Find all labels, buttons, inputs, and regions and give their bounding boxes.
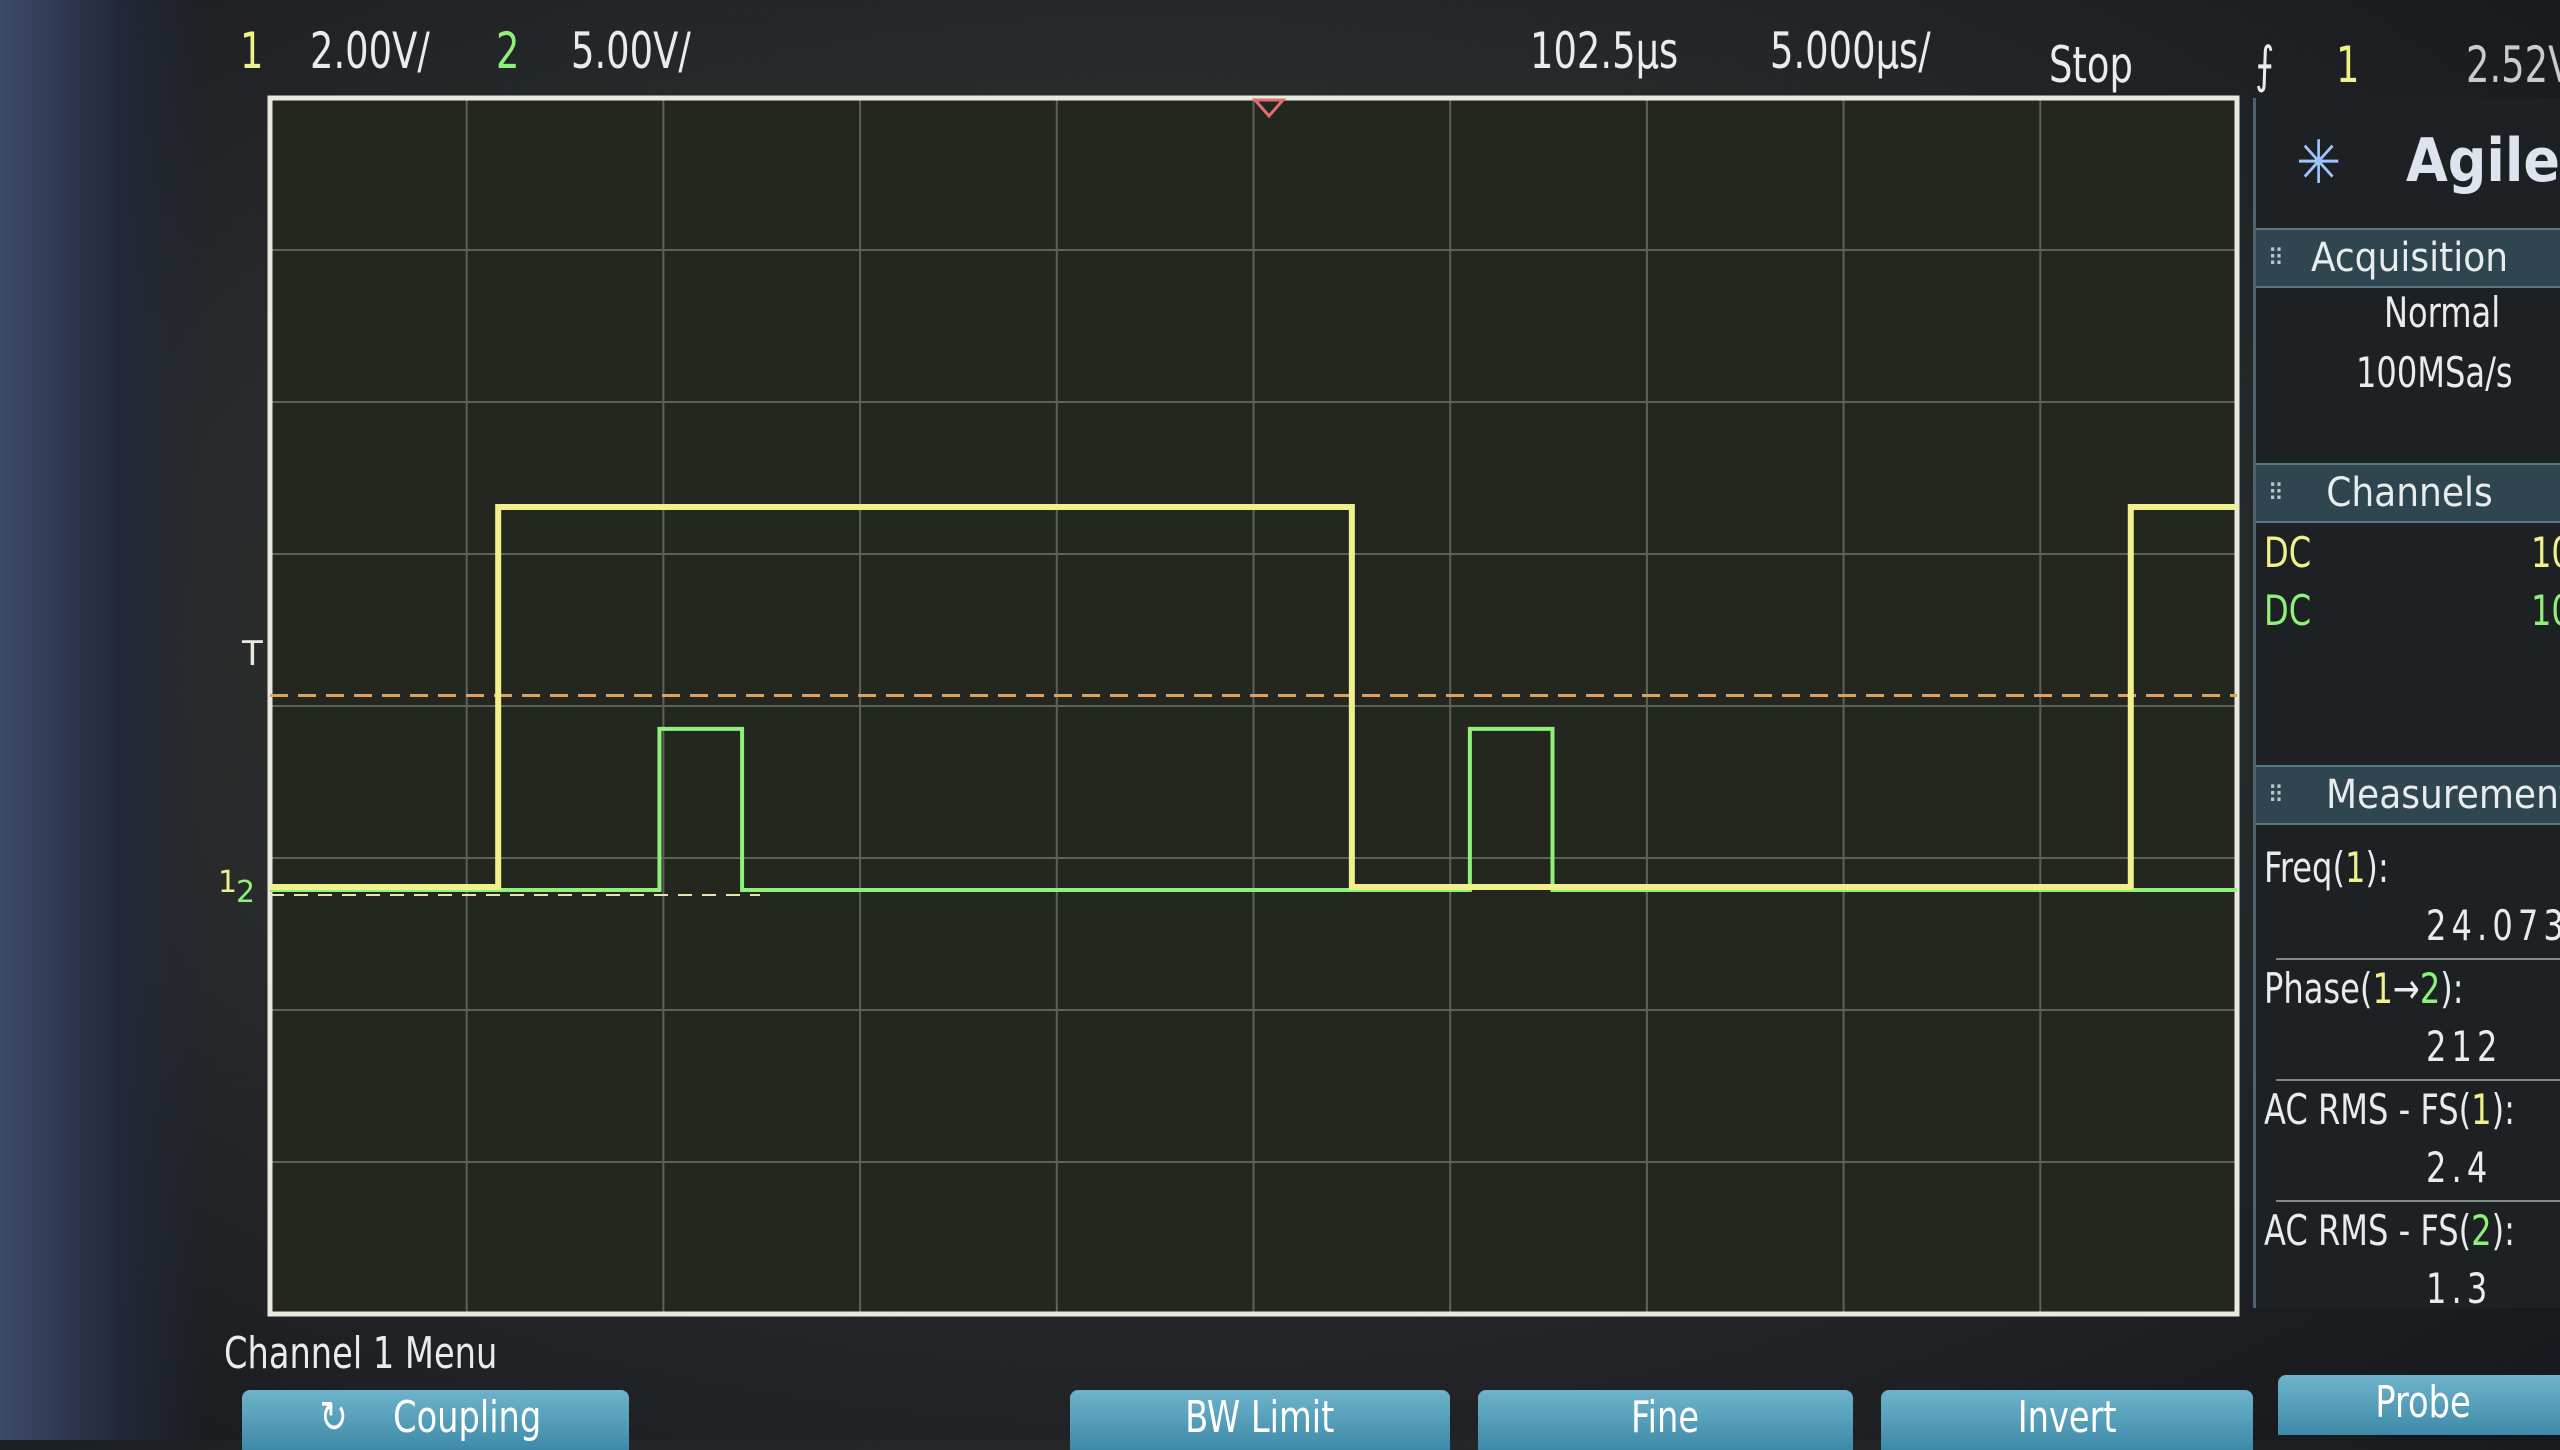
fine-label: Fine: [1631, 1392, 1700, 1443]
trigger-source[interactable]: 1: [2336, 36, 2360, 94]
measurement-value: 1.3: [2426, 1264, 2493, 1313]
channels-header[interactable]: ⠿ Channels: [2256, 463, 2560, 523]
measurement-divider: [2276, 1079, 2560, 1081]
run-state[interactable]: Stop: [2049, 36, 2133, 94]
trigger-level[interactable]: 2.52V: [2466, 36, 2560, 94]
ch2-coupling: DC: [2264, 586, 2312, 635]
time-scale[interactable]: 5.000µs/: [1770, 22, 1931, 80]
measurement-src1: 1: [2471, 1085, 2492, 1134]
coupling-button[interactable]: ↻ Coupling: [242, 1390, 629, 1450]
brand-logo: Agilent: [2406, 126, 2560, 196]
measurement-value: 212: [2426, 1022, 2503, 1071]
measurement-label: AC RMS - FS(1):: [2264, 1085, 2515, 1134]
measurement-divider: [2276, 958, 2560, 960]
channels-title: Channels: [2326, 470, 2493, 516]
measurement-value: 2.4: [2426, 1143, 2493, 1192]
bw-limit-button[interactable]: BW Limit: [1070, 1390, 1450, 1450]
acquisition-header[interactable]: ⠿ Acquisition: [2256, 228, 2560, 288]
acquisition-mode: Normal: [2384, 288, 2501, 337]
trigger-position-marker: [1251, 98, 1287, 119]
invert-button[interactable]: Invert: [1881, 1390, 2253, 1450]
probe-button[interactable]: Probe: [2278, 1375, 2560, 1435]
measurement-label: Freq(1):: [2264, 843, 2389, 892]
fine-button[interactable]: Fine: [1478, 1390, 1853, 1450]
agilent-spark-icon: ✳: [2296, 128, 2342, 198]
scope-bezel: [0, 0, 200, 1440]
side-panel: ✳ Agilent ⠿ Acquisition Normal 100MSa/s ⠿…: [2253, 98, 2560, 1313]
measurement-value: 24.073: [2426, 901, 2560, 950]
measurement-header[interactable]: ⠿ Measurement: [2256, 765, 2560, 825]
ch2-ground-marker[interactable]: 2: [236, 875, 255, 910]
measurement-title: Measurement: [2326, 772, 2560, 818]
ch1-ground-marker[interactable]: 1: [218, 865, 237, 900]
coupling-label: Coupling: [392, 1392, 542, 1443]
measurement-label: AC RMS - FS(2):: [2264, 1206, 2515, 1255]
measurement-label-post: ):: [2491, 1206, 2515, 1255]
grip-icon: ⠿: [2268, 244, 2284, 272]
measurement-src2: 2: [2471, 1206, 2492, 1255]
measurement-label-post: ):: [2440, 964, 2464, 1013]
ch2-probe: 10: [2531, 586, 2560, 635]
measurement-label-pre: Phase(: [2264, 964, 2373, 1013]
measurement-divider: [2276, 1200, 2560, 1202]
ch2-scale[interactable]: 5.00V/: [571, 22, 691, 80]
ch1-probe: 10: [2531, 528, 2560, 577]
measurement-src1: 1: [2372, 964, 2393, 1013]
rising-edge-icon: ⨍: [2255, 36, 2275, 94]
invert-label: Invert: [2017, 1392, 2117, 1443]
measurement-label-pre: AC RMS - FS(: [2264, 1206, 2472, 1255]
graticule-grid: [270, 98, 2237, 1314]
ch1-waveform: [270, 504, 2237, 890]
ch1-coupling: DC: [2264, 528, 2312, 577]
ch1-label[interactable]: 1: [240, 22, 264, 80]
measurement-label: Phase(1→2):: [2264, 964, 2464, 1013]
bw-limit-label: BW Limit: [1185, 1392, 1335, 1443]
trigger-level-marker: T: [241, 634, 263, 674]
measurement-arrow: →: [2392, 964, 2420, 1013]
menu-title: Channel 1 Menu: [224, 1328, 498, 1379]
measurement-label-post: ):: [2365, 843, 2389, 892]
measurement-label-pre: AC RMS - FS(: [2264, 1085, 2472, 1134]
acquisition-title: Acquisition: [2310, 235, 2509, 281]
sample-rate: 100MSa/s: [2356, 348, 2513, 397]
ch2-waveform: [270, 726, 2237, 892]
graticule-border: [267, 95, 2240, 1317]
grip-icon: ⠿: [2268, 781, 2284, 809]
measurement-label-post: ):: [2491, 1085, 2515, 1134]
probe-label: Probe: [2375, 1377, 2471, 1428]
ch1-scale[interactable]: 2.00V/: [310, 22, 430, 80]
measurement-src2: 2: [2419, 964, 2441, 1013]
time-position[interactable]: 102.5µs: [1530, 22, 1679, 80]
measurement-label-pre: Freq(: [2264, 843, 2345, 892]
grip-icon: ⠿: [2268, 479, 2284, 507]
cycle-icon: ↻: [319, 1392, 348, 1443]
ch2-label[interactable]: 2: [496, 22, 520, 80]
measurement-src1: 1: [2344, 843, 2366, 892]
